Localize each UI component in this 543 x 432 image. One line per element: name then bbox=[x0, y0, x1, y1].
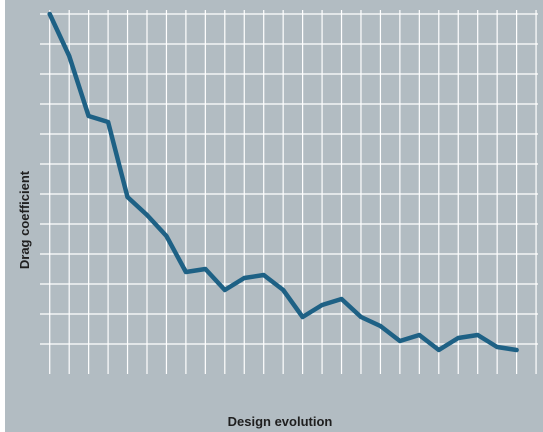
data-points bbox=[47, 12, 519, 352]
data-point bbox=[436, 348, 441, 352]
data-point bbox=[417, 333, 422, 337]
data-point bbox=[222, 288, 227, 292]
data-point bbox=[397, 339, 402, 343]
y-axis-title: Drag coefficient bbox=[17, 170, 32, 270]
data-point bbox=[475, 333, 480, 337]
data-point bbox=[300, 315, 305, 319]
data-point bbox=[164, 234, 169, 238]
data-point bbox=[125, 195, 130, 199]
data-point bbox=[378, 324, 383, 328]
data-point bbox=[242, 276, 247, 280]
data-point bbox=[261, 273, 266, 277]
plot-background bbox=[5, 0, 543, 432]
data-point bbox=[456, 336, 461, 340]
data-point bbox=[183, 270, 188, 274]
data-point bbox=[495, 345, 500, 349]
data-point bbox=[339, 297, 344, 301]
vertical-gridlines bbox=[49, 10, 537, 374]
data-point bbox=[358, 315, 363, 319]
horizontal-gridlines bbox=[40, 13, 538, 345]
data-point bbox=[281, 288, 286, 292]
data-point bbox=[106, 120, 111, 124]
data-point bbox=[320, 303, 325, 307]
data-point bbox=[514, 348, 519, 352]
data-point bbox=[144, 213, 149, 217]
data-point bbox=[203, 267, 208, 271]
x-axis-title: Design evolution bbox=[227, 414, 333, 429]
data-point bbox=[47, 12, 52, 16]
data-point bbox=[86, 114, 91, 118]
data-point bbox=[67, 54, 72, 58]
